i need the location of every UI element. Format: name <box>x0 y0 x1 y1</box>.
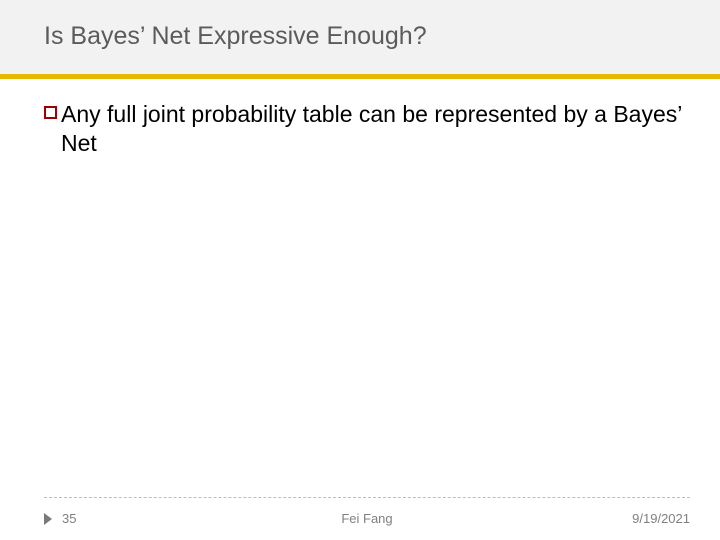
slide-body: Any full joint probability table can be … <box>44 100 690 158</box>
bullet-item: Any full joint probability table can be … <box>44 100 690 158</box>
footer-author: Fei Fang <box>341 511 392 526</box>
square-bullet-icon <box>44 106 57 119</box>
footer-divider <box>44 497 690 498</box>
bullet-text: Any full joint probability table can be … <box>61 100 690 158</box>
slide-title: Is Bayes’ Net Expressive Enough? <box>44 22 427 51</box>
chevron-right-icon <box>44 513 52 525</box>
title-underline <box>0 74 720 79</box>
page-number: 35 <box>62 511 76 526</box>
slide: Is Bayes’ Net Expressive Enough? Any ful… <box>0 0 720 540</box>
slide-footer: 35 Fei Fang 9/19/2021 <box>44 511 690 526</box>
footer-date: 9/19/2021 <box>632 511 690 526</box>
